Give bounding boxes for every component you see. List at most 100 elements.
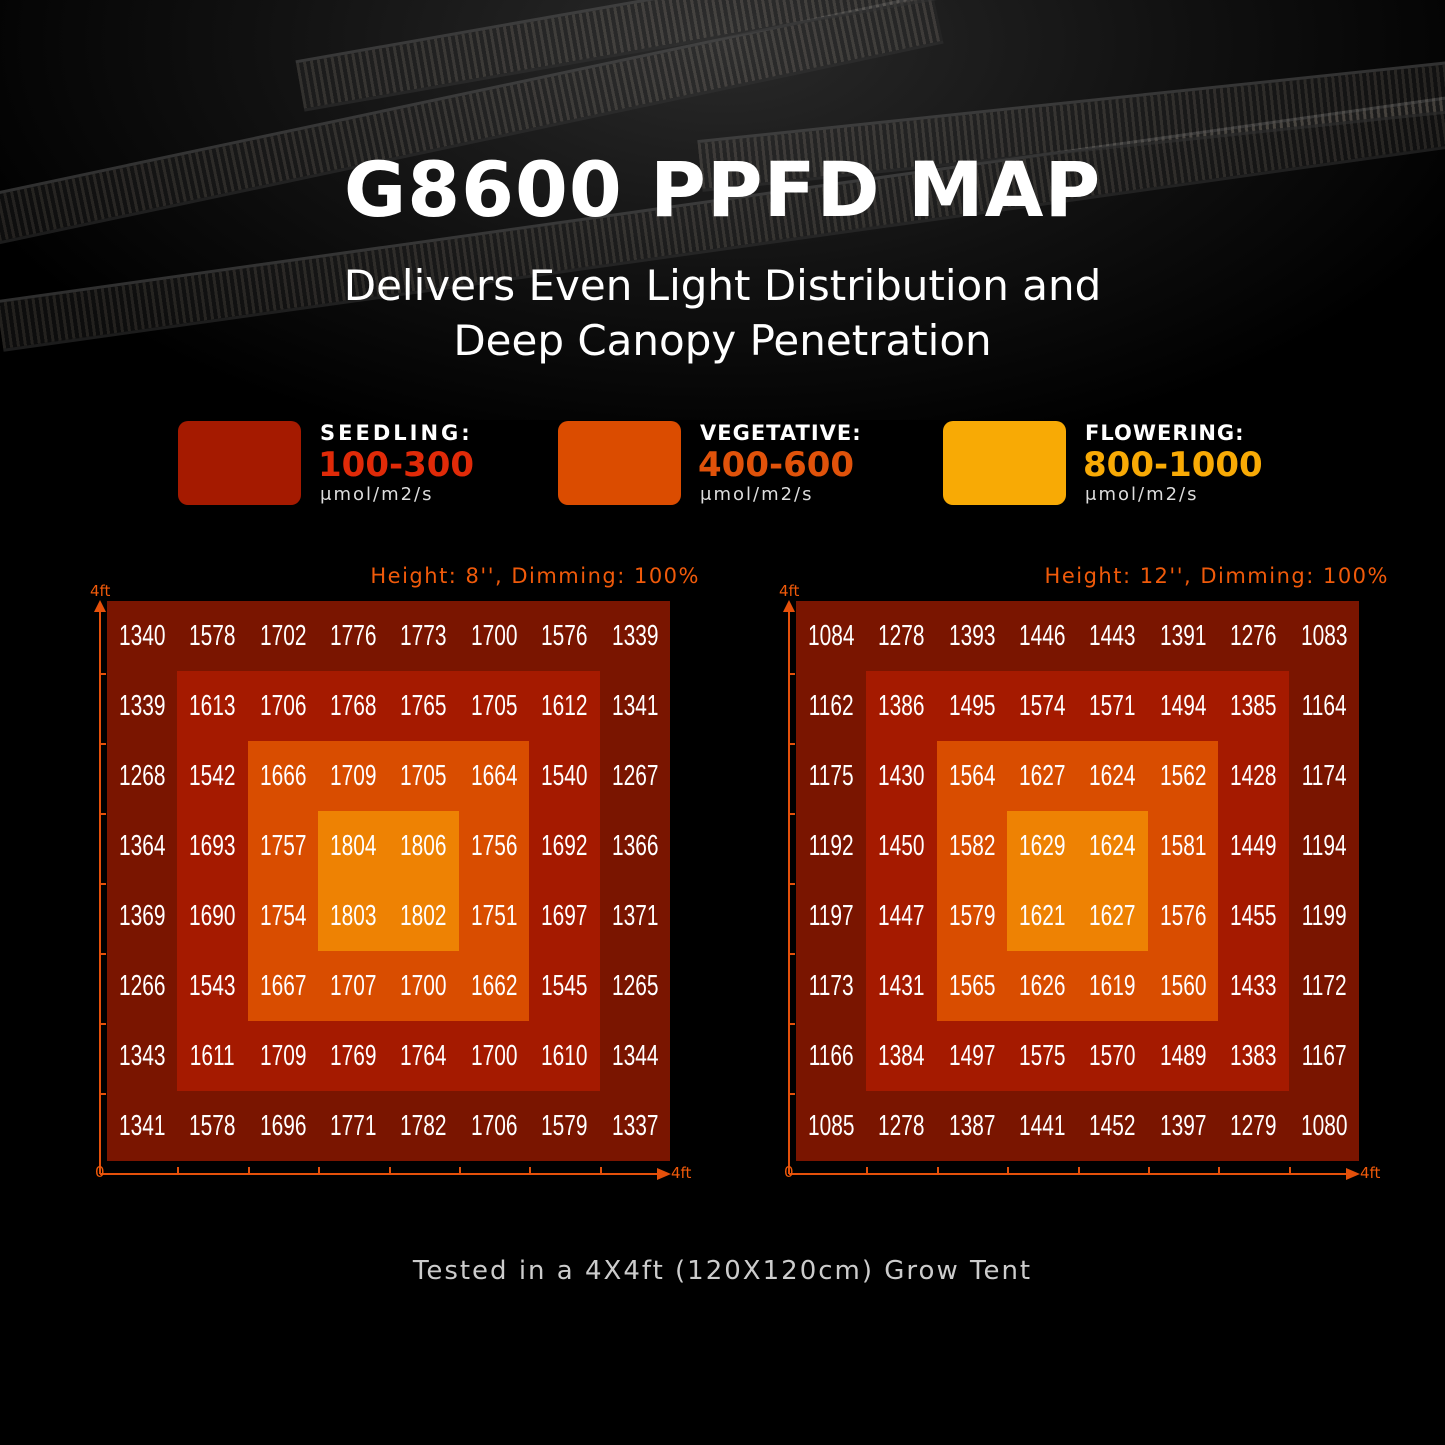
y-axis — [99, 608, 101, 1174]
cell-value: 1384 — [878, 1039, 925, 1072]
heatmap-cell: 1371 — [600, 881, 670, 951]
cell-value: 1574 — [1019, 689, 1066, 722]
cell-value: 1697 — [541, 899, 588, 932]
cell-value: 1627 — [1019, 759, 1066, 792]
heatmap-cell: 1450 — [866, 811, 936, 881]
cell-value: 1662 — [470, 969, 518, 1002]
cell-value: 1371 — [611, 899, 659, 932]
heatmap-cell: 1782 — [389, 1091, 459, 1161]
heatmap-cell: 1545 — [529, 951, 599, 1021]
x-axis-tick — [1147, 1167, 1150, 1174]
heatmap-cell: 1266 — [107, 951, 177, 1021]
cell-value: 1700 — [470, 1039, 518, 1072]
cell-value: 1613 — [189, 689, 236, 722]
cell-value: 1709 — [330, 759, 377, 792]
heatmap-cell: 1624 — [1078, 741, 1148, 811]
x-axis-tick — [177, 1167, 180, 1174]
heatmap-cell: 1757 — [248, 811, 318, 881]
cell-value: 1391 — [1159, 619, 1207, 652]
y-axis-tick — [100, 1023, 106, 1025]
heatmap-cell: 1700 — [389, 951, 459, 1021]
heatmap-cell: 1764 — [389, 1021, 459, 1091]
cell-value: 1542 — [189, 759, 236, 792]
heatmap-cell: 1700 — [459, 601, 529, 671]
cell-value: 1700 — [470, 619, 518, 652]
heatmap-cell: 1693 — [177, 811, 247, 881]
heatmap-cell: 1574 — [1007, 671, 1077, 741]
x-axis — [100, 1173, 660, 1175]
heatmap-cell: 1542 — [177, 741, 247, 811]
heatmap-cell: 1341 — [600, 671, 670, 741]
cell-value: 1083 — [1300, 619, 1348, 652]
heatmap-cell: 1083 — [1289, 601, 1359, 671]
cell-value: 1172 — [1301, 969, 1347, 1002]
cell-value: 1707 — [330, 969, 377, 1002]
heatmap-cell: 1702 — [248, 601, 318, 671]
cell-value: 1610 — [541, 1039, 588, 1072]
y-axis-tick — [100, 953, 106, 955]
cell-value: 1393 — [948, 619, 996, 652]
cell-value: 1612 — [541, 689, 588, 722]
cell-value: 1199 — [1301, 899, 1347, 932]
cell-value: 1340 — [118, 619, 166, 652]
heatmap-cell: 1340 — [107, 601, 177, 671]
heatmap-cell: 1667 — [248, 951, 318, 1021]
heatmap-cell: 1162 — [796, 671, 866, 741]
heatmap-cell: 1278 — [866, 1091, 936, 1161]
cell-value: 1446 — [1019, 619, 1066, 652]
heatmap-cell: 1576 — [529, 601, 599, 671]
legend-range: 800-1000 — [1083, 445, 1263, 485]
heatmap-cell: 1806 — [389, 811, 459, 881]
heatmap-cell: 1428 — [1218, 741, 1288, 811]
heatmap-cell: 1366 — [600, 811, 670, 881]
heatmap-cell: 1080 — [1289, 1091, 1359, 1161]
map-caption: Height: 8'', Dimming: 100% — [370, 564, 700, 588]
cell-value: 1765 — [400, 689, 447, 722]
y-axis-end-label: 4ft — [779, 582, 800, 600]
legend-name: FLOWERING: — [1085, 421, 1245, 445]
heatmap-cell: 1452 — [1078, 1091, 1148, 1161]
cell-value: 1692 — [541, 829, 588, 862]
heatmap-cell: 1192 — [796, 811, 866, 881]
y-axis — [788, 608, 790, 1174]
cell-value: 1489 — [1159, 1039, 1207, 1072]
x-axis-tick — [1007, 1167, 1010, 1174]
heatmap-cell: 1575 — [1007, 1021, 1077, 1091]
heatmap-cell: 1754 — [248, 881, 318, 951]
cell-value: 1192 — [808, 829, 854, 862]
heatmap-cell: 1771 — [318, 1091, 388, 1161]
heatmap-cell: 1756 — [459, 811, 529, 881]
cell-value: 1560 — [1159, 969, 1207, 1002]
heatmap-cell: 1173 — [796, 951, 866, 1021]
cell-value: 1278 — [878, 619, 925, 652]
cell-value: 1706 — [259, 689, 307, 722]
heatmap-cell: 1194 — [1289, 811, 1359, 881]
cell-value: 1764 — [400, 1039, 447, 1072]
heatmap-cell: 1565 — [937, 951, 1007, 1021]
cell-value: 1629 — [1019, 829, 1066, 862]
x-axis-arrow-icon — [1346, 1168, 1360, 1180]
x-axis-start-label: 0 — [784, 1163, 794, 1181]
cell-value: 1337 — [611, 1109, 659, 1142]
cell-value: 1431 — [878, 969, 925, 1002]
cell-value: 1278 — [878, 1109, 925, 1142]
heatmap-cell: 1705 — [459, 671, 529, 741]
cell-value: 1611 — [190, 1039, 236, 1072]
cell-value: 1751 — [470, 899, 518, 932]
heatmap-cell: 1344 — [600, 1021, 670, 1091]
cell-value: 1776 — [330, 619, 377, 652]
cell-value: 1339 — [611, 619, 659, 652]
heatmap-cell: 1164 — [1289, 671, 1359, 741]
heatmap-band-3 — [318, 811, 459, 951]
legend-swatch — [943, 421, 1066, 505]
y-axis-tick — [789, 1093, 795, 1095]
heatmap-cell: 1707 — [318, 951, 388, 1021]
heatmap-cell: 1626 — [1007, 951, 1077, 1021]
cell-value: 1084 — [807, 619, 855, 652]
heatmap-cell: 1175 — [796, 741, 866, 811]
cell-value: 1624 — [1089, 759, 1136, 792]
cell-value: 1627 — [1089, 899, 1136, 932]
map-caption: Height: 12'', Dimming: 100% — [1044, 564, 1389, 588]
heatmap-cell: 1700 — [459, 1021, 529, 1091]
cell-value: 1430 — [878, 759, 925, 792]
